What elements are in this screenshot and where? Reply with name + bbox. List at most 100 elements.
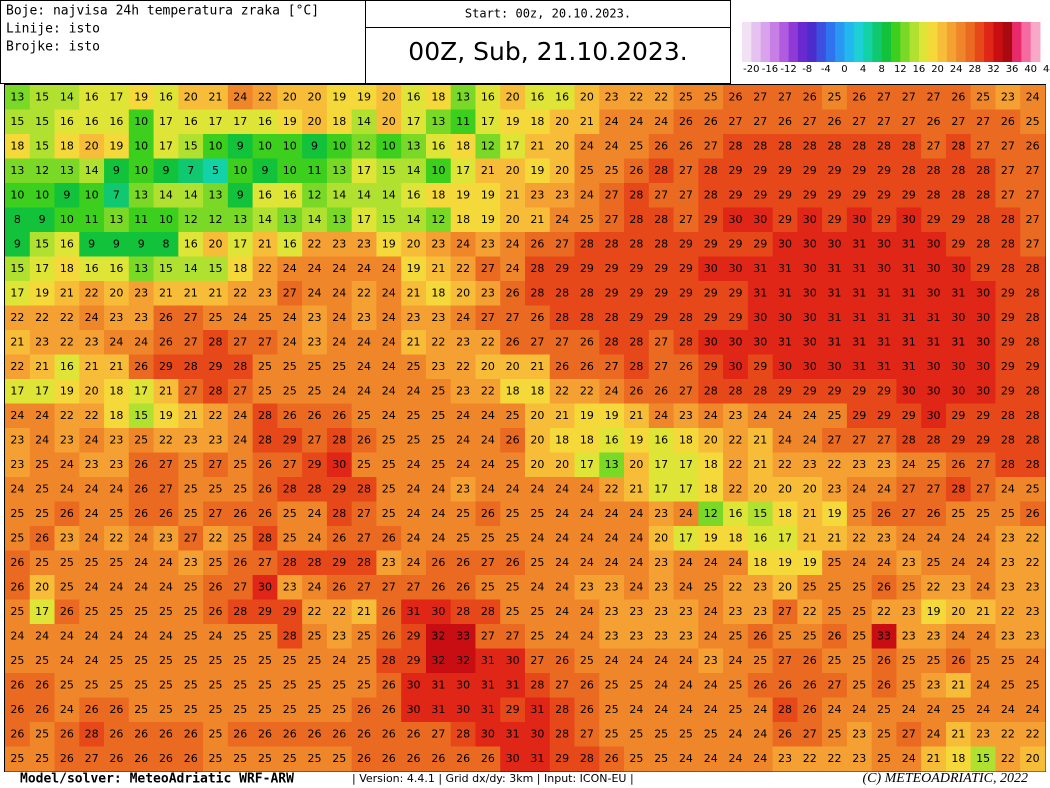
temperature-cell xyxy=(203,256,229,282)
temperature-cell xyxy=(747,624,774,650)
temperature-value: 28 xyxy=(927,433,941,446)
temperature-cell xyxy=(945,452,972,478)
temperature-value: 22 xyxy=(1026,727,1040,740)
temperature-value: 17 xyxy=(506,139,520,152)
temperature-value: 27 xyxy=(258,556,272,569)
temperature-value: 22 xyxy=(332,605,346,618)
temperature-cell xyxy=(846,158,873,184)
temperature-cell xyxy=(227,158,254,184)
colorbar-label: 28 xyxy=(968,64,981,75)
temperature-value: 26 xyxy=(357,433,371,446)
temperature-cell xyxy=(599,305,625,331)
temperature-cell xyxy=(5,477,31,503)
temperature-value: 24 xyxy=(654,654,668,667)
temperature-cell xyxy=(351,648,378,674)
temperature-cell xyxy=(302,403,328,429)
colorbar-label: -8 xyxy=(802,64,812,75)
temperature-value: 25 xyxy=(357,409,371,422)
temperature-cell xyxy=(549,403,576,429)
temperature-cell xyxy=(104,403,130,429)
temperature-value: 28 xyxy=(1026,311,1040,324)
temperature-cell xyxy=(153,746,179,772)
temperature-value: 26 xyxy=(134,507,148,520)
temperature-cell xyxy=(5,452,31,478)
temperature-cell xyxy=(227,673,254,699)
temperature-value: 33 xyxy=(877,629,891,642)
temperature-value: 29 xyxy=(803,188,817,201)
temperature-cell xyxy=(178,109,204,135)
temperature-value: 9 xyxy=(113,237,120,250)
temperature-value: 24 xyxy=(35,629,49,642)
temperature-cell xyxy=(723,575,749,601)
valid-time: 00Z, Sub, 21.10.2023. xyxy=(408,37,687,66)
temperature-value: 23 xyxy=(407,311,421,324)
temperature-value: 25 xyxy=(927,458,941,471)
temperature-value: 21 xyxy=(85,360,99,373)
temperature-cell xyxy=(624,550,650,576)
temperature-value: 31 xyxy=(927,311,941,324)
temperature-value: 26 xyxy=(134,360,148,373)
temperature-cell xyxy=(599,673,625,699)
temperature-cell xyxy=(599,526,625,552)
temperature-cell xyxy=(203,550,229,576)
temperature-cell xyxy=(772,256,798,282)
temperature-value: 23 xyxy=(877,531,891,544)
temperature-cell xyxy=(104,477,130,503)
temperature-cell xyxy=(351,403,378,429)
temperature-cell xyxy=(921,624,947,650)
temperature-value: 27 xyxy=(208,507,222,520)
temperature-cell xyxy=(723,501,749,527)
temperature-cell xyxy=(673,207,699,233)
temperature-value: 23 xyxy=(679,629,693,642)
temperature-cell xyxy=(673,452,699,478)
temperature-cell xyxy=(1020,624,1046,650)
temperature-cell xyxy=(351,305,378,331)
temperature-value: 24 xyxy=(679,556,693,569)
temperature-cell xyxy=(79,134,105,160)
temperature-cell xyxy=(54,183,80,209)
temperature-value: 25 xyxy=(134,678,148,691)
temperature-cell xyxy=(698,624,724,650)
colorbar-label: 40 xyxy=(1024,64,1037,75)
temperature-cell xyxy=(401,134,427,160)
temperature-cell xyxy=(797,599,823,625)
temperature-cell xyxy=(723,697,749,723)
temperature-cell xyxy=(351,428,378,454)
temperature-cell xyxy=(475,428,501,454)
temperature-value: 26 xyxy=(382,703,396,716)
temperature-value: 17 xyxy=(679,482,693,495)
temperature-value: 22 xyxy=(159,433,173,446)
temperature-cell xyxy=(203,354,229,380)
temperature-value: 17 xyxy=(357,164,371,177)
temperature-cell xyxy=(203,575,229,601)
temperature-value: 28 xyxy=(1026,286,1040,299)
temperature-value: 24 xyxy=(605,556,619,569)
temperature-value: 28 xyxy=(580,286,594,299)
temperature-cell xyxy=(450,697,477,723)
temperature-cell xyxy=(921,134,947,160)
temperature-value: 29 xyxy=(902,409,916,422)
temperature-value: 9 xyxy=(14,237,21,250)
temperature-value: 28 xyxy=(1026,433,1040,446)
temperature-value: 22 xyxy=(1001,605,1015,618)
temperature-cell xyxy=(500,379,526,405)
temperature-cell xyxy=(970,403,997,429)
temperature-cell xyxy=(1020,746,1046,772)
temperature-cell xyxy=(822,575,848,601)
temperature-value: 23 xyxy=(951,580,965,593)
temperature-value: 25 xyxy=(431,409,445,422)
temperature-value: 25 xyxy=(159,678,173,691)
temperature-cell xyxy=(970,575,997,601)
temperature-cell xyxy=(723,134,749,160)
temperature-value: 25 xyxy=(704,727,718,740)
temperature-cell xyxy=(574,722,600,748)
temperature-cell xyxy=(525,575,551,601)
temperature-cell xyxy=(846,673,873,699)
temperature-cell xyxy=(1020,722,1046,748)
temperature-value: 27 xyxy=(1026,164,1040,177)
temperature-cell xyxy=(772,477,798,503)
temperature-value: 23 xyxy=(605,605,619,618)
temperature-cell xyxy=(450,403,477,429)
temperature-cell xyxy=(29,256,56,282)
temperature-value: 26 xyxy=(382,605,396,618)
